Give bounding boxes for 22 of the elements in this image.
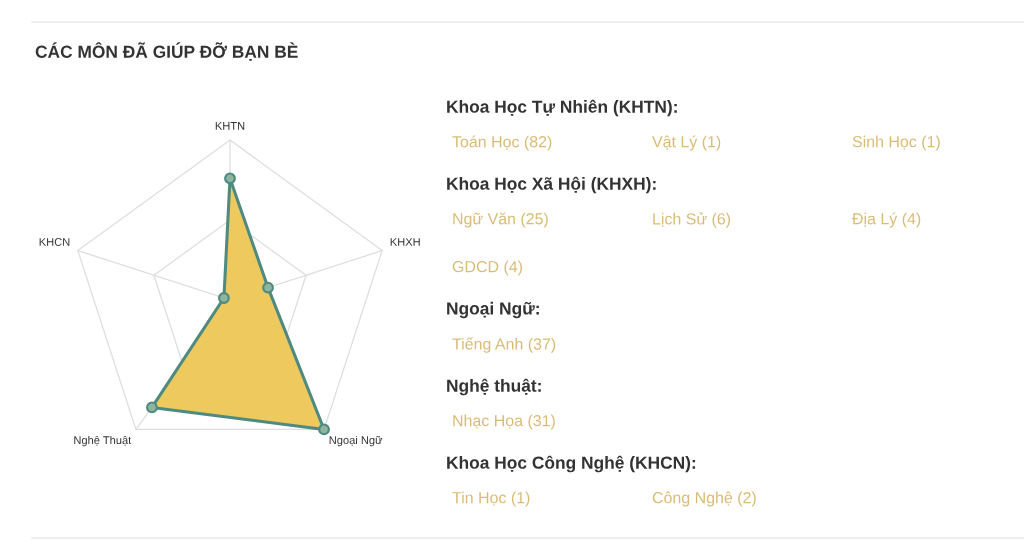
spoke-label: KHCN bbox=[39, 238, 70, 246]
text: Địa Lý (4) bbox=[852, 212, 921, 228]
text: Khoa Học Tự Nhiên (KHTN): bbox=[447, 99, 677, 117]
spoke-label: Ngoại Ngữ bbox=[329, 435, 383, 447]
text: Ngữ Văn (25) bbox=[453, 212, 548, 228]
text: Ngoại Ngữ: bbox=[447, 301, 539, 319]
text: Nhạc Họa (31) bbox=[453, 414, 555, 430]
chart-title: CÁC MÔN ĐÃ GIÚP ĐỠ BẠN BÈ bbox=[35, 42, 298, 61]
text: GDCD (4) bbox=[452, 260, 522, 276]
text: Lịch Sử (6) bbox=[653, 212, 731, 228]
text: Khoa Học Công Nghệ (KHCN): bbox=[447, 455, 696, 473]
text: Sinh Học (1) bbox=[852, 135, 940, 151]
spoke-label: KHXH bbox=[390, 238, 420, 246]
spoke-label: KHTN bbox=[215, 122, 245, 130]
text: Toán Học (82) bbox=[452, 135, 552, 151]
text: Tiếng Anh (37) bbox=[452, 337, 556, 353]
spoke-label: Nghệ Thuật bbox=[74, 435, 132, 447]
text: Công Nghệ (2) bbox=[652, 491, 756, 507]
text: Tin Học (1) bbox=[452, 491, 530, 507]
text: Nghệ thuật: bbox=[447, 378, 541, 396]
text: Khoa Học Xã Hội (KHXH): bbox=[447, 176, 656, 194]
text: Vật Lý (1) bbox=[652, 135, 721, 151]
